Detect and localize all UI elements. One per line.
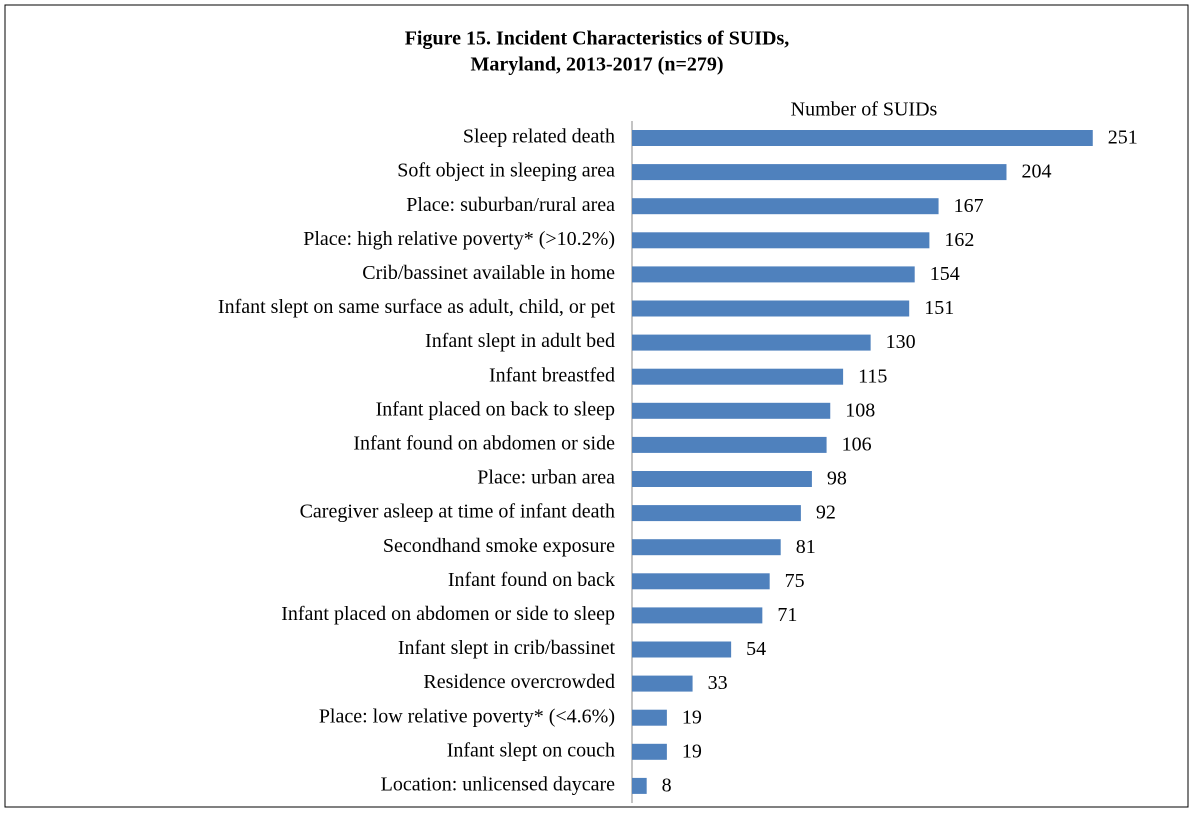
y-tick-label: Infant placed on back to sleep bbox=[376, 398, 615, 420]
bar bbox=[632, 641, 732, 658]
y-tick-label: Infant placed on abdomen or side to slee… bbox=[281, 603, 615, 625]
axis-label: Number of SUIDs bbox=[791, 99, 938, 121]
value-label: 154 bbox=[930, 263, 960, 285]
bar bbox=[632, 743, 667, 760]
value-label: 8 bbox=[662, 774, 672, 796]
value-label: 251 bbox=[1108, 127, 1138, 149]
value-label: 151 bbox=[924, 297, 954, 319]
y-tick-label: Location: unlicensed daycare bbox=[381, 773, 615, 795]
y-tick-label: Residence overcrowded bbox=[423, 671, 615, 693]
bar bbox=[632, 675, 693, 692]
y-tick-label: Secondhand smoke exposure bbox=[383, 535, 615, 557]
value-label: 81 bbox=[796, 536, 816, 558]
y-tick-label: Infant slept in crib/bassinet bbox=[398, 637, 616, 659]
value-label: 162 bbox=[944, 229, 974, 251]
y-tick-label: Place: high relative poverty* (>10.2%) bbox=[303, 228, 615, 250]
value-label: 130 bbox=[886, 331, 916, 353]
bar bbox=[632, 164, 1007, 181]
bar bbox=[632, 436, 827, 453]
bar bbox=[632, 539, 781, 556]
bar bbox=[632, 402, 831, 419]
bar bbox=[632, 198, 939, 215]
bar bbox=[632, 130, 1093, 146]
bar bbox=[632, 777, 647, 794]
y-tick-label: Place: suburban/rural area bbox=[406, 194, 615, 216]
chart-title: Figure 15. Incident Characteristics of S… bbox=[405, 28, 790, 50]
y-tick-label: Soft object in sleeping area bbox=[397, 160, 615, 182]
value-label: 54 bbox=[746, 638, 766, 660]
value-label: 204 bbox=[1021, 161, 1051, 183]
y-tick-label: Infant slept on couch bbox=[447, 739, 615, 761]
bar bbox=[632, 300, 910, 317]
value-label: 106 bbox=[842, 433, 872, 455]
y-tick-label: Caregiver asleep at time of infant death bbox=[300, 501, 615, 523]
y-tick-label: Crib/bassinet available in home bbox=[362, 262, 615, 284]
frame bbox=[4, 4, 1189, 808]
y-tick-label: Infant found on abdomen or side bbox=[353, 432, 615, 454]
bar bbox=[632, 266, 915, 283]
value-label: 92 bbox=[816, 502, 836, 524]
y-tick-label: Infant slept in adult bed bbox=[425, 330, 615, 352]
bar bbox=[632, 573, 770, 590]
bar bbox=[632, 607, 763, 624]
value-label: 167 bbox=[954, 195, 984, 217]
value-label: 33 bbox=[708, 672, 728, 694]
value-label: 71 bbox=[777, 604, 797, 626]
bar bbox=[632, 471, 812, 487]
value-label: 115 bbox=[858, 365, 887, 387]
bar bbox=[632, 368, 844, 385]
bar bbox=[632, 709, 667, 726]
y-tick-label: Infant found on back bbox=[448, 569, 615, 591]
bar bbox=[632, 232, 930, 249]
value-label: 98 bbox=[827, 468, 847, 490]
y-tick-label: Infant slept on same surface as adult, c… bbox=[218, 296, 616, 318]
y-tick-label: Sleep related death bbox=[463, 126, 615, 148]
bar bbox=[632, 334, 871, 351]
y-tick-label: Infant breastfed bbox=[489, 364, 615, 386]
value-label: 19 bbox=[682, 706, 702, 728]
bar bbox=[632, 505, 801, 522]
chart-title: Maryland, 2013-2017 (n=279) bbox=[470, 54, 723, 76]
y-tick-label: Place: low relative poverty* (<4.6%) bbox=[319, 705, 615, 727]
value-label: 75 bbox=[785, 570, 805, 592]
value-label: 19 bbox=[682, 740, 702, 762]
y-tick-label: Place: urban area bbox=[477, 467, 615, 489]
value-label: 108 bbox=[845, 399, 875, 421]
